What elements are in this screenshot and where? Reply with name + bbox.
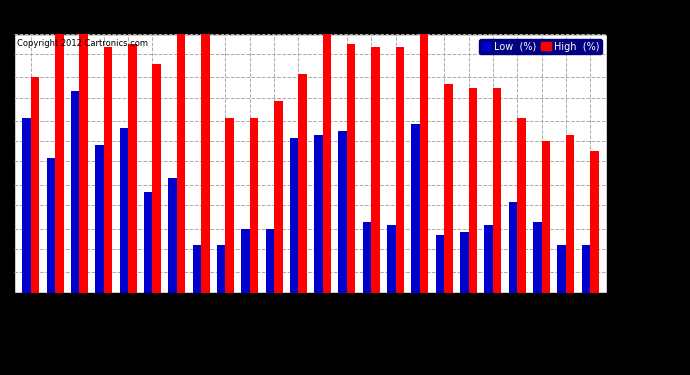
Bar — [55, 34, 63, 292]
Bar — [79, 34, 88, 292]
Bar — [104, 47, 112, 292]
Bar — [493, 87, 502, 292]
Bar — [22, 118, 31, 292]
Bar — [395, 47, 404, 292]
Bar — [558, 246, 566, 292]
Bar — [47, 158, 55, 292]
Bar — [128, 44, 137, 292]
Bar — [323, 34, 331, 292]
Bar — [444, 84, 453, 292]
Bar — [226, 118, 234, 292]
Bar — [533, 222, 542, 292]
Bar — [152, 64, 161, 292]
Bar — [387, 225, 395, 292]
Bar — [119, 128, 128, 292]
Bar — [347, 44, 355, 292]
Bar — [566, 135, 574, 292]
Bar — [469, 87, 477, 292]
Bar — [484, 225, 493, 292]
Bar — [582, 246, 590, 292]
Bar — [193, 246, 201, 292]
Bar — [542, 141, 550, 292]
Bar — [95, 145, 104, 292]
Bar — [411, 124, 420, 292]
Bar — [290, 138, 298, 292]
Bar — [339, 131, 347, 292]
Bar — [436, 236, 444, 292]
Bar — [590, 152, 599, 292]
Bar — [371, 47, 380, 292]
Bar — [314, 135, 323, 292]
Bar — [274, 101, 282, 292]
Bar — [509, 202, 518, 292]
Bar — [518, 118, 526, 292]
Bar — [298, 74, 307, 292]
Bar — [363, 222, 371, 292]
Bar — [420, 34, 428, 292]
Bar — [217, 246, 226, 292]
Bar — [31, 77, 39, 292]
Bar — [177, 34, 185, 292]
Bar — [266, 229, 274, 292]
Bar — [168, 178, 177, 292]
Text: Copyright 2012 Cartronics.com: Copyright 2012 Cartronics.com — [17, 39, 148, 48]
Text: Outdoor Humidity Daily High/Low 20121129: Outdoor Humidity Daily High/Low 20121129 — [177, 15, 513, 30]
Bar — [71, 91, 79, 292]
Bar — [201, 34, 210, 292]
Legend: Low  (%), High  (%): Low (%), High (%) — [479, 39, 602, 54]
Bar — [250, 118, 258, 292]
Bar — [144, 192, 152, 292]
Bar — [241, 229, 250, 292]
Bar — [460, 232, 469, 292]
